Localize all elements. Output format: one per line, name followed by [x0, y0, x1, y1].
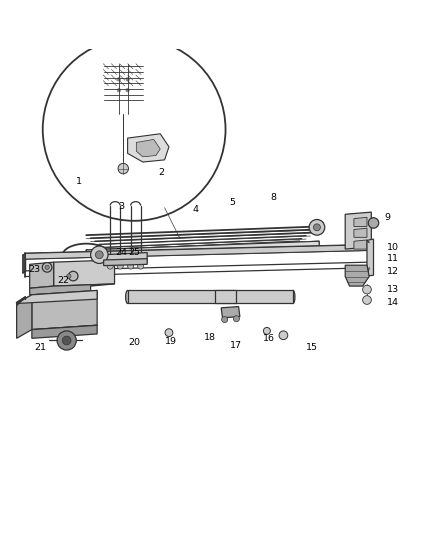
Polygon shape: [32, 290, 97, 329]
Circle shape: [67, 274, 71, 278]
Circle shape: [363, 285, 371, 294]
Circle shape: [91, 246, 108, 263]
Text: 17: 17: [230, 341, 242, 350]
Polygon shape: [345, 265, 369, 286]
Text: 11: 11: [387, 254, 399, 263]
Text: 8: 8: [270, 193, 276, 202]
Circle shape: [309, 220, 325, 235]
Polygon shape: [367, 239, 374, 276]
Circle shape: [42, 263, 52, 272]
Text: 4: 4: [192, 205, 198, 214]
Text: 2: 2: [158, 168, 164, 177]
Polygon shape: [17, 295, 32, 338]
Text: 24: 24: [115, 248, 127, 256]
Polygon shape: [32, 325, 97, 338]
Text: 14: 14: [387, 298, 399, 306]
Ellipse shape: [126, 290, 130, 303]
Text: 3: 3: [118, 202, 124, 211]
Text: 22: 22: [57, 276, 69, 285]
Ellipse shape: [291, 290, 295, 303]
Polygon shape: [17, 290, 97, 303]
Polygon shape: [221, 306, 240, 318]
Circle shape: [263, 327, 270, 334]
Circle shape: [363, 296, 371, 304]
Text: 15: 15: [306, 343, 318, 352]
Polygon shape: [354, 240, 367, 249]
Polygon shape: [354, 217, 367, 227]
Polygon shape: [136, 140, 160, 157]
Circle shape: [233, 316, 240, 322]
Polygon shape: [127, 134, 169, 162]
Text: 5: 5: [229, 198, 235, 207]
Circle shape: [117, 78, 120, 81]
Text: 25: 25: [128, 248, 140, 256]
Text: 13: 13: [387, 285, 399, 294]
Circle shape: [117, 263, 123, 269]
Text: 18: 18: [204, 333, 216, 342]
Polygon shape: [30, 262, 53, 288]
Text: 9: 9: [385, 213, 390, 222]
Circle shape: [95, 251, 103, 259]
Text: 16: 16: [263, 334, 275, 343]
Text: 20: 20: [128, 338, 140, 347]
Polygon shape: [25, 245, 369, 259]
Text: 23: 23: [28, 265, 41, 274]
Text: 12: 12: [387, 267, 399, 276]
Circle shape: [165, 329, 173, 336]
Circle shape: [43, 38, 226, 221]
Circle shape: [68, 271, 78, 281]
Polygon shape: [86, 241, 319, 256]
Text: 10: 10: [387, 243, 399, 252]
Circle shape: [222, 317, 228, 322]
Polygon shape: [104, 259, 147, 265]
Polygon shape: [104, 253, 147, 263]
Circle shape: [138, 263, 144, 269]
Circle shape: [127, 263, 134, 269]
Text: 21: 21: [35, 343, 46, 352]
Polygon shape: [345, 212, 371, 249]
Polygon shape: [86, 241, 319, 254]
Circle shape: [126, 78, 129, 81]
Circle shape: [45, 265, 49, 270]
Text: 1: 1: [76, 177, 82, 186]
Circle shape: [126, 88, 129, 92]
Circle shape: [62, 336, 71, 345]
Circle shape: [57, 331, 76, 350]
Polygon shape: [30, 284, 115, 295]
Polygon shape: [53, 260, 115, 286]
Text: 19: 19: [165, 337, 177, 346]
Circle shape: [117, 88, 120, 92]
Polygon shape: [215, 290, 237, 303]
Circle shape: [314, 224, 321, 231]
Circle shape: [118, 163, 128, 174]
Polygon shape: [354, 228, 367, 237]
Circle shape: [368, 218, 379, 228]
Polygon shape: [127, 290, 293, 303]
Circle shape: [107, 263, 113, 269]
Circle shape: [279, 331, 288, 340]
